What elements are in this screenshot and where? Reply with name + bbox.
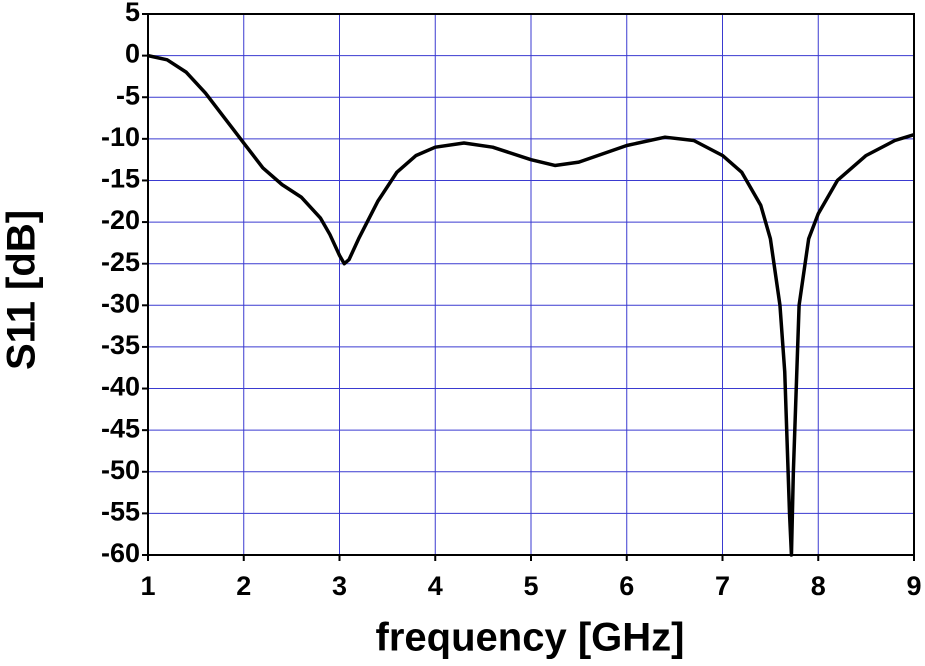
y-tick-label: -45: [101, 413, 140, 443]
y-axis-title: S11 [dB]: [0, 210, 44, 370]
x-tick-label: 6: [619, 571, 634, 601]
y-tick-label: 0: [125, 39, 140, 69]
x-tick-label: 5: [523, 571, 538, 601]
x-tick-label: 3: [332, 571, 347, 601]
x-tick-label: 2: [236, 571, 251, 601]
x-tick-label: 4: [428, 571, 443, 601]
x-axis-title: frequency [GHz]: [376, 616, 685, 660]
y-tick-label: -35: [101, 330, 140, 360]
x-tick-label: 8: [811, 571, 826, 601]
y-tick-label: -10: [101, 122, 140, 152]
plot-frame: [147, 13, 915, 556]
y-tick-label: 5: [125, 0, 140, 27]
x-tick-label: 7: [715, 571, 730, 601]
y-tick-label: -20: [101, 205, 140, 235]
y-tick-label: -55: [101, 497, 140, 527]
x-tick-label: 1: [140, 571, 155, 601]
y-tick-label: -30: [101, 288, 140, 318]
y-tick-label: -5: [116, 80, 140, 110]
y-tick-label: -40: [101, 372, 140, 402]
x-tick-label: 9: [906, 571, 921, 601]
y-tick-label: -50: [101, 455, 140, 485]
y-tick-label: -25: [101, 247, 140, 277]
y-tick-label: -15: [101, 164, 140, 194]
data-line: [147, 53, 915, 557]
y-tick-label: -60: [101, 538, 140, 568]
